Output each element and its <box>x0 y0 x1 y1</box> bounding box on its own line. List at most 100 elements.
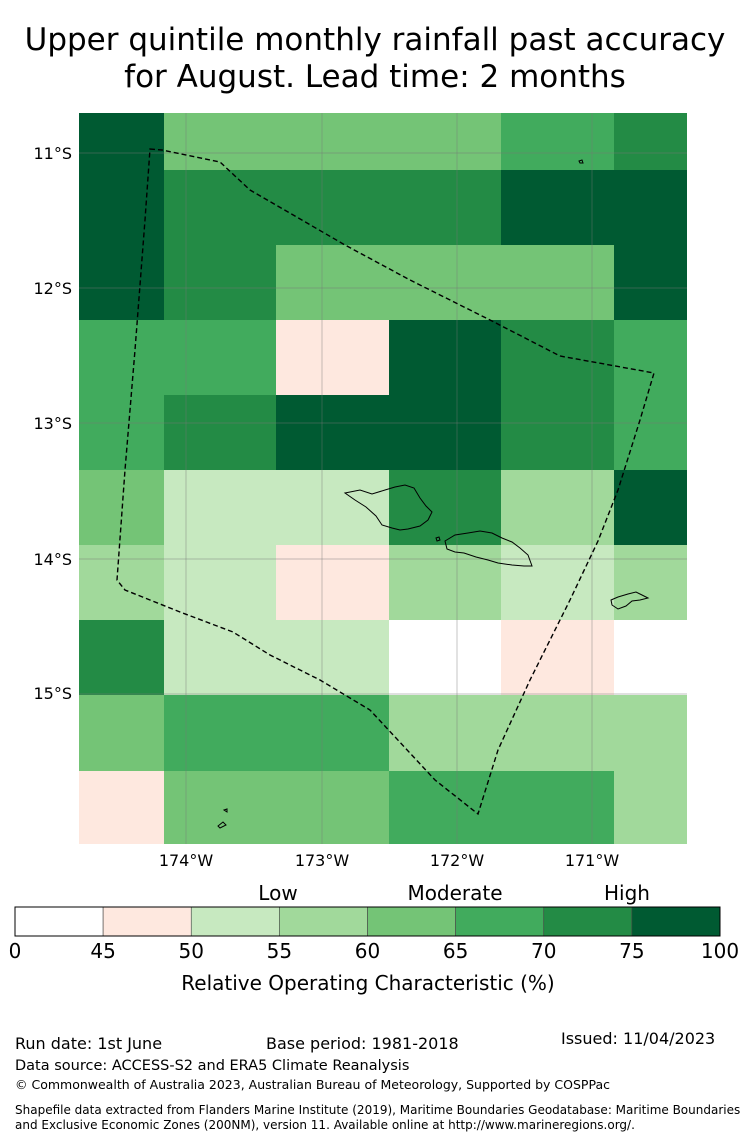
grid-cell <box>501 245 614 320</box>
colorbar-tick-label: 70 <box>531 939 556 963</box>
grid-cell <box>614 620 687 695</box>
colorbar-category-low: Low <box>258 881 297 905</box>
grid-cell <box>614 245 687 320</box>
grid-cell <box>79 320 164 395</box>
colorbar-segment <box>190 906 280 937</box>
grid-cell <box>276 320 389 395</box>
grid-cell <box>79 620 164 695</box>
grid-cell <box>501 320 614 395</box>
grid-cell <box>614 545 687 620</box>
island-manono <box>435 536 441 542</box>
grid-cell <box>276 620 389 695</box>
grid-cell <box>389 170 501 245</box>
grid-cell <box>276 395 389 470</box>
grid-cell <box>389 695 501 771</box>
grid-cell <box>164 695 276 771</box>
data-source: Data source: ACCESS-S2 and ERA5 Climate … <box>15 1058 410 1074</box>
colorbar-tick-label: 55 <box>267 939 292 963</box>
lat-tick-label: 11°S <box>33 144 72 163</box>
grid-cell <box>389 545 501 620</box>
grid-cell <box>501 470 614 545</box>
colorbar-tick-label: 100 <box>701 939 739 963</box>
grid-cell <box>164 771 276 844</box>
lon-tick-label: 171°W <box>565 851 620 870</box>
colorbar-outline <box>14 906 721 937</box>
lat-axis: 11°S 12°S 13°S 14°S 15°S <box>33 144 72 703</box>
grid-cell <box>614 170 687 245</box>
colorbar-segment <box>279 906 368 937</box>
colorbar-tick-label: 65 <box>443 939 468 963</box>
colorbar-segment <box>543 906 633 937</box>
lon-tick-label: 173°W <box>295 851 350 870</box>
lat-tick-label: 12°S <box>33 279 72 298</box>
grid-cell <box>79 245 164 320</box>
run-date: Run date: 1st June <box>15 1034 163 1053</box>
island-tutuila <box>610 591 650 610</box>
grid-cell <box>79 695 164 771</box>
colorbar-segment <box>14 906 104 937</box>
colorbar-label: Relative Operating Characteristic (%) <box>181 971 554 995</box>
grid-cell <box>501 395 614 470</box>
grid-cell <box>79 771 164 844</box>
grid-cell <box>164 113 389 170</box>
grid-cell <box>501 170 614 245</box>
lon-axis: 174°W 173°W 172°W 171°W <box>159 851 620 870</box>
lat-tick-label: 13°S <box>33 414 72 433</box>
grid-cell <box>276 545 389 620</box>
colorbar-tick-label: 75 <box>619 939 644 963</box>
eez-boundary <box>116 148 655 816</box>
grid-cell <box>164 245 276 320</box>
grid-cell <box>389 395 501 470</box>
colorbar-tick-label: 45 <box>90 939 115 963</box>
lat-tick-label: 14°S <box>33 550 72 569</box>
grid-cell <box>389 320 501 395</box>
grid-cell <box>501 113 614 170</box>
island-upolu <box>444 530 533 567</box>
grid-cell <box>164 320 276 395</box>
colorbar-category-moderate: Moderate <box>407 881 502 905</box>
grid-cell <box>79 470 164 545</box>
island-south-b <box>222 808 228 813</box>
colorbar-segments <box>14 906 721 937</box>
colorbar-segment <box>367 906 456 937</box>
colorbar: Low Moderate High 0 45 50 55 60 65 70 75 100 Rel… <box>9 881 739 995</box>
grid-cell <box>79 545 164 620</box>
colorbar-segment <box>102 906 192 937</box>
islands <box>217 159 650 829</box>
grid-cell <box>614 470 687 545</box>
grid-cell <box>614 395 687 470</box>
title-line-2: for August. Lead time: 2 months <box>124 59 626 95</box>
island-south-a <box>217 821 227 829</box>
grid-cell <box>79 113 164 170</box>
shapefile-credit: Shapefile data extracted from Flanders M… <box>15 1103 741 1132</box>
grid-cell <box>614 771 687 844</box>
title-line-1: Upper quintile monthly rainfall past acc… <box>24 22 726 58</box>
grid-cell <box>614 695 687 771</box>
grid-cell <box>501 771 614 844</box>
colorbar-category-high: High <box>604 881 650 905</box>
grid-cell <box>164 620 276 695</box>
island-savaii <box>343 484 433 531</box>
grid-cell <box>501 545 614 620</box>
grid-cell <box>79 170 164 245</box>
copyright: © Commonwealth of Australia 2023, Austra… <box>15 1077 610 1092</box>
grid-cell <box>389 113 501 170</box>
lat-tick-label: 15°S <box>33 684 72 703</box>
grid-cell <box>164 470 276 545</box>
colorbar-tick-labels: 0 45 50 55 60 65 70 75 100 <box>9 939 739 963</box>
grid-cell <box>501 695 614 771</box>
graticule <box>79 113 687 844</box>
grid-cell <box>614 113 687 170</box>
colorbar-segment <box>455 906 545 937</box>
grid-cell <box>276 245 501 320</box>
colorbar-tick-label: 50 <box>179 939 204 963</box>
accuracy-grid <box>79 113 687 844</box>
island-small-north <box>578 159 584 164</box>
grid-cell <box>164 170 389 245</box>
base-period: Base period: 1981-2018 <box>266 1034 459 1053</box>
map-title: Upper quintile monthly rainfall past acc… <box>0 22 750 96</box>
grid-cell <box>79 395 164 470</box>
grid-cell <box>164 545 276 620</box>
grid-cell <box>501 620 614 695</box>
